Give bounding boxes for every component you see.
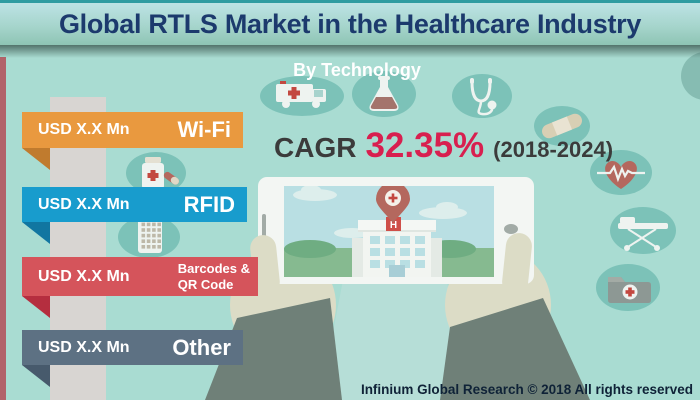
ribbon-rfid-value: USD X.X Mn bbox=[38, 195, 130, 213]
hospital-building: H bbox=[352, 217, 442, 277]
ribbon-other-fold bbox=[22, 365, 50, 387]
ribbon-wifi-value: USD X.X Mn bbox=[38, 121, 130, 138]
location-pin-icon bbox=[376, 186, 410, 223]
ribbon-barcodes-fold bbox=[22, 296, 50, 318]
between-arms-wedge bbox=[320, 280, 463, 400]
ribbon-wifi-fold bbox=[22, 148, 50, 170]
title-shadow bbox=[0, 45, 700, 58]
ribbon-barcodes-label: Barcodes & QR Code bbox=[177, 260, 250, 292]
title-bar: Global RTLS Market in the Healthcare Ind… bbox=[0, 0, 700, 45]
cagr-value: 32.35% bbox=[365, 126, 485, 165]
ribbon-rfid-label: RFID bbox=[183, 191, 235, 217]
ribbon-wifi: USD X.X Mn Wi-Fi bbox=[22, 112, 243, 148]
bush-left bbox=[284, 240, 336, 258]
subtitle: By Technology bbox=[293, 60, 421, 80]
cagr-period: (2018-2024) bbox=[493, 137, 614, 162]
ribbon-barcodes-value: USD X.X Mn bbox=[38, 267, 130, 285]
corner-bubble bbox=[681, 52, 700, 100]
stethoscope-icon bbox=[452, 74, 512, 118]
pill-organizer-icon bbox=[118, 213, 180, 258]
ribbon-other-label: Other bbox=[172, 334, 231, 360]
ribbon-rfid: USD X.X Mn RFID bbox=[22, 187, 247, 222]
hands-phone-illustration: H bbox=[205, 177, 590, 400]
right-sleeve bbox=[440, 298, 590, 400]
footer-credit: Infinium Global Research © 2018 All righ… bbox=[360, 382, 693, 397]
ribbon-other: USD X.X Mn Other bbox=[22, 330, 243, 365]
left-edge-stripe bbox=[0, 57, 6, 400]
ribbon-wifi-label: Wi-Fi bbox=[177, 117, 231, 142]
flask-icon bbox=[352, 71, 416, 117]
cagr-label: CAGR bbox=[274, 132, 357, 163]
heart-ecg-icon bbox=[590, 150, 652, 195]
hospital-sign-board bbox=[386, 217, 401, 231]
ambulance-icon bbox=[260, 76, 344, 116]
left-sleeve bbox=[205, 298, 342, 400]
ribbon-other-value: USD X.X Mn bbox=[38, 338, 130, 356]
phone-home-button bbox=[504, 224, 518, 234]
hospital-sign: H bbox=[390, 220, 397, 231]
page-title: Global RTLS Market in the Healthcare Ind… bbox=[58, 8, 642, 39]
ribbon-rfid-fold bbox=[22, 222, 50, 244]
hospital-windows bbox=[370, 236, 425, 268]
hospital-door bbox=[389, 265, 405, 277]
cagr-line: CAGR 32.35% (2018-2024) bbox=[274, 126, 613, 166]
medical-folder-icon bbox=[596, 264, 660, 311]
bandage-icon bbox=[534, 106, 590, 146]
phone-speaker bbox=[262, 214, 266, 242]
right-thumb bbox=[502, 233, 532, 295]
stretcher-icon bbox=[610, 207, 676, 254]
ribbon-barcodes: USD X.X Mn Barcodes & QR Code bbox=[22, 257, 258, 296]
